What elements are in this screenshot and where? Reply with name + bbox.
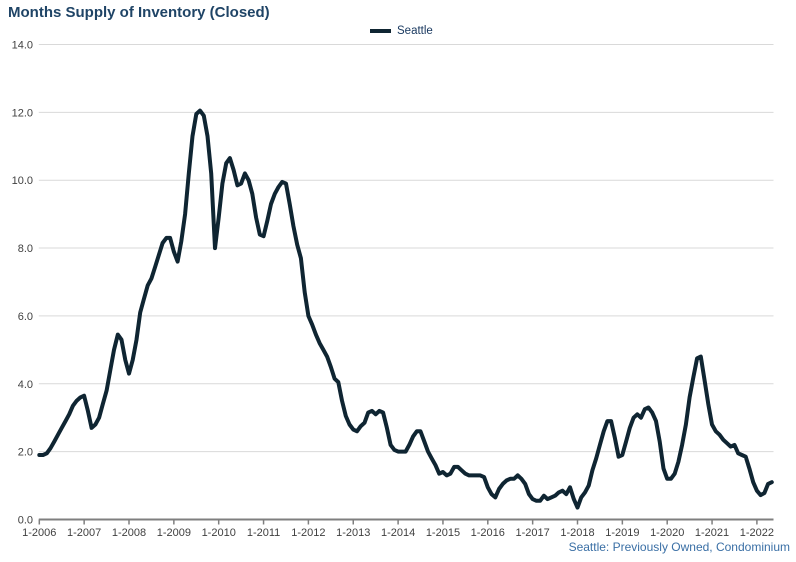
x-tick-label: 1-2010: [202, 527, 236, 539]
x-tick-label: 1-2012: [291, 527, 325, 539]
x-tick-label: 1-2021: [695, 527, 729, 539]
x-tick-label: 1-2009: [157, 527, 191, 539]
x-axis: 1-2006 1-2007 1-2008 1-2009 1-2010 1-2011 1-20…: [22, 518, 774, 539]
y-tick-label: 6.0: [18, 311, 33, 323]
x-tick-label: 1-2015: [426, 527, 460, 539]
x-tick-label: 1-2017: [516, 527, 550, 539]
series-line-seattle: [37, 108, 774, 510]
y-gridlines: [38, 43, 774, 453]
x-tick-label: 1-2016: [471, 527, 505, 539]
x-tick-label: 1-2008: [112, 527, 146, 539]
x-tick-label: 1-2011: [247, 527, 280, 539]
y-tick-label: 2.0: [18, 447, 33, 459]
chart-title: Months Supply of Inventory (Closed): [8, 4, 270, 21]
x-tick-label: 1-2020: [650, 527, 684, 539]
x-tick-label: 1-2007: [67, 527, 101, 539]
x-tick-label: 1-2013: [336, 527, 370, 539]
legend-line-swatch: [370, 29, 391, 33]
y-tick-labels: 0.0 2.0 4.0 6.0 8.0 10.0 12.0 14.0: [12, 39, 33, 526]
y-tick-label: 0.0: [18, 515, 33, 527]
y-tick-label: 10.0: [12, 175, 33, 187]
y-tick-label: 8.0: [18, 243, 33, 255]
x-tick-label: 1-2022: [740, 527, 774, 539]
y-tick-label: 4.0: [18, 379, 33, 391]
x-tick-label: 1-2018: [560, 527, 594, 539]
source-note: Seattle: Previously Owned, Condominium: [568, 540, 790, 554]
x-tick-label: 1-2006: [22, 527, 56, 539]
x-tick-label: 1-2014: [381, 527, 415, 539]
legend-series-label: Seattle: [397, 25, 433, 37]
legend: Seattle: [370, 25, 433, 37]
x-tick-label: 1-2019: [605, 527, 639, 539]
y-tick-label: 14.0: [12, 39, 33, 51]
y-tick-label: 12.0: [12, 107, 33, 119]
